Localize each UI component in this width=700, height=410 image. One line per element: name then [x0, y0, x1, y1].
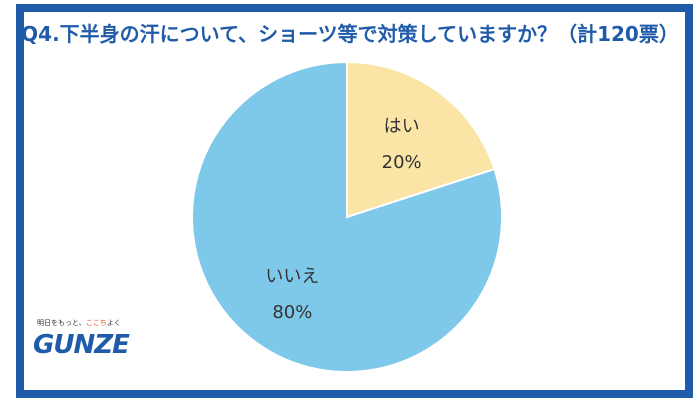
pie-slice-0: [346, 60, 496, 219]
pie-slices: [191, 60, 503, 373]
pie-slice-value-0: 20%: [382, 152, 422, 173]
pie-slice-label-0: はい: [384, 116, 420, 137]
gunze-logo: 明日をもっと、ここちよく GUNZE: [33, 318, 153, 368]
pie-slice-label-1: いいえ: [265, 266, 319, 287]
pie-slice-value-1: 80%: [272, 302, 312, 323]
pie-labels: はい 20% いいえ 80%: [265, 116, 421, 323]
pie-slice-1: [191, 60, 503, 373]
chart-title: Q4.下半身の汗について、ショーツ等で対策していますか？（計120票）: [21, 22, 679, 46]
logo-wordmark: GUNZE: [33, 330, 130, 360]
logo-tagline: 明日をもっと、ここちよく: [37, 319, 121, 327]
